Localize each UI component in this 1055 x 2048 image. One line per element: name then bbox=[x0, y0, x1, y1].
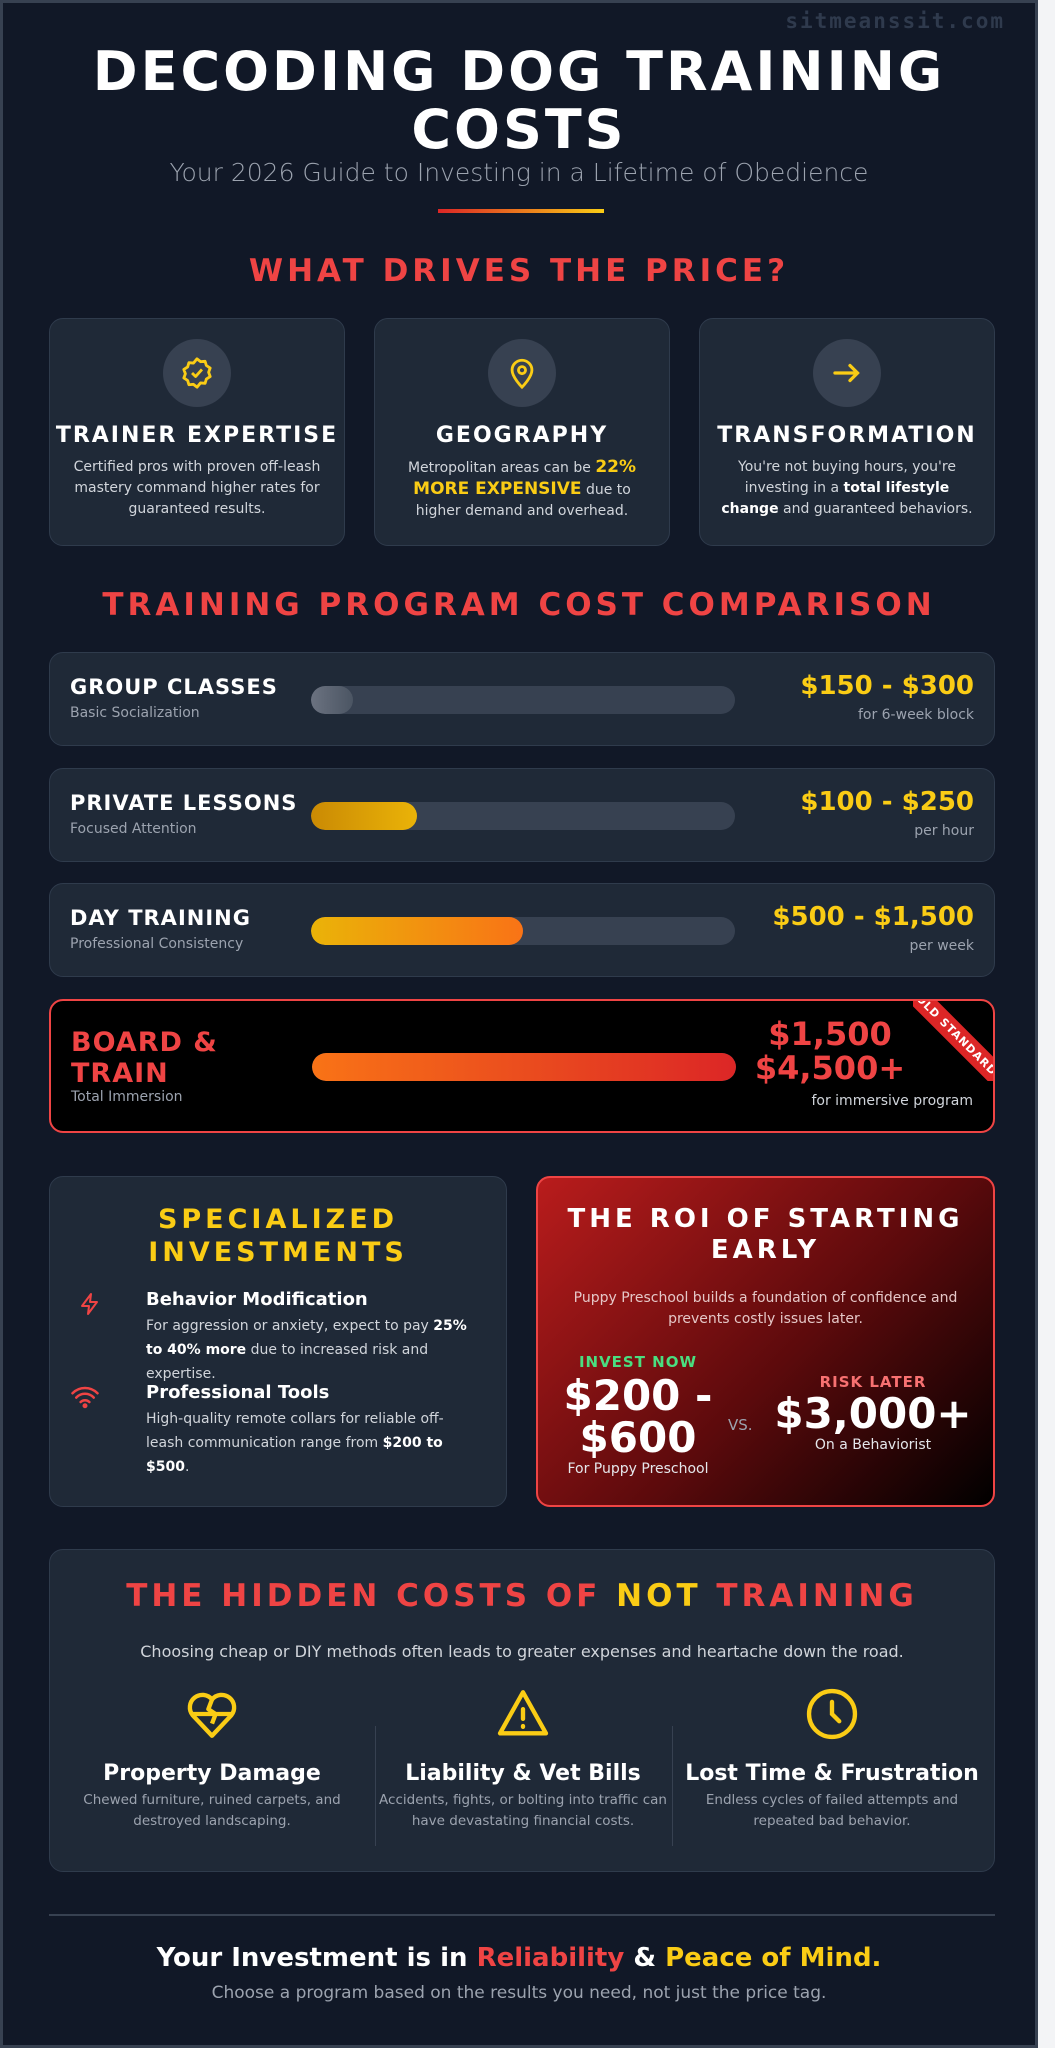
program-row-private: PRIVATE LESSONS Focused Attention $100 -… bbox=[49, 768, 995, 862]
title-divider bbox=[438, 209, 604, 213]
hidden-costs-card: THE HIDDEN COSTS OF NOT TRAINING Choosin… bbox=[49, 1549, 995, 1872]
invest-now-price: $200 - $600 bbox=[563, 1371, 713, 1462]
broken-heart-icon bbox=[183, 1692, 241, 1747]
specialized-item: Professional Tools High-quality remote c… bbox=[71, 1382, 478, 1479]
program-row-day: DAY TRAINING Professional Consistency $5… bbox=[49, 883, 995, 977]
footer-subtext: Choose a program based on the results yo… bbox=[211, 1983, 827, 2003]
risk-later-note: On a Behaviorist bbox=[814, 1437, 932, 1453]
vs-label: VS. bbox=[728, 1416, 753, 1434]
hidden-costs-title: THE HIDDEN COSTS OF NOT TRAINING bbox=[126, 1578, 918, 1614]
hidden-cost-text: Chewed furniture, ruined carpets, and de… bbox=[83, 1792, 341, 1829]
hidden-cost-title: Property Damage bbox=[103, 1761, 321, 1786]
hidden-cost-item: Lost Time & Frustration Endless cycles o… bbox=[682, 1685, 982, 1832]
driver-card-expertise: TRAINER EXPERTISE Certified pros with pr… bbox=[49, 318, 345, 546]
specialized-investments-card: SPECIALIZED INVESTMENTS Behavior Modific… bbox=[49, 1176, 507, 1507]
cost-bar-fill bbox=[311, 686, 354, 714]
page-subtitle: Your 2026 Guide to Investing in a Lifeti… bbox=[169, 158, 869, 187]
ribbon: GOLD STANDARD bbox=[913, 1001, 993, 1081]
section-title-comparison: TRAINING PROGRAM COST COMPARISON bbox=[102, 587, 936, 623]
program-unit: for immersive program bbox=[811, 1093, 973, 1109]
program-subtitle: Focused Attention bbox=[70, 821, 197, 837]
cost-bar-fill bbox=[311, 802, 417, 830]
cost-bar-fill bbox=[312, 1053, 736, 1081]
cost-bar-fill bbox=[311, 917, 523, 945]
invest-now: INVEST NOW $200 - $600 For Puppy Prescho… bbox=[558, 1353, 718, 1477]
cost-bar bbox=[311, 686, 735, 714]
specialized-item-title: Professional Tools bbox=[146, 1382, 330, 1403]
program-price: $150 - $300 bbox=[800, 671, 974, 701]
card-text: Certified pros with proven off-leash mas… bbox=[73, 459, 321, 517]
arrow-right-icon bbox=[813, 339, 881, 407]
program-unit: per week bbox=[909, 938, 975, 954]
card-title: GEOGRAPHY bbox=[435, 423, 609, 448]
invest-now-label: INVEST NOW bbox=[578, 1353, 698, 1371]
roi-title: THE ROI OF STARTING EARLY bbox=[567, 1204, 964, 1265]
hidden-cost-text: Endless cycles of failed attempts and re… bbox=[705, 1792, 959, 1829]
card-text: Metropolitan areas can be 22% MORE EXPEN… bbox=[407, 457, 637, 519]
program-name: BOARD & TRAIN bbox=[71, 1027, 218, 1089]
roi-card: THE ROI OF STARTING EARLY Puppy Preschoo… bbox=[536, 1176, 995, 1507]
program-row-group: GROUP CLASSES Basic Socialization $150 -… bbox=[49, 652, 995, 746]
hidden-cost-text: Accidents, fights, or bolting into traff… bbox=[379, 1792, 667, 1829]
page-title: DECODING DOG TRAINING COSTS bbox=[92, 40, 946, 161]
hidden-cost-title: Lost Time & Frustration bbox=[685, 1761, 979, 1786]
clock-icon bbox=[803, 1688, 861, 1747]
lightning-icon bbox=[78, 1291, 102, 1321]
program-subtitle: Basic Socialization bbox=[70, 705, 200, 721]
hidden-costs-text: Choosing cheap or DIY methods often lead… bbox=[140, 1642, 904, 1661]
program-name: GROUP CLASSES bbox=[70, 675, 278, 699]
program-price: $100 - $250 bbox=[800, 787, 974, 817]
driver-card-transformation: TRANSFORMATION You're not buying hours, … bbox=[699, 318, 995, 546]
program-price: $1,500 $4,500+ bbox=[754, 1015, 906, 1087]
cost-bar bbox=[311, 802, 735, 830]
card-title: TRANSFORMATION bbox=[717, 423, 977, 448]
section-title-drivers: WHAT DRIVES THE PRICE? bbox=[248, 253, 790, 289]
specialized-item-text: For aggression or anxiety, expect to pay… bbox=[146, 1318, 467, 1382]
specialized-item-title: Behavior Modification bbox=[146, 1289, 368, 1310]
risk-later-label: RISK LATER bbox=[819, 1373, 927, 1391]
program-subtitle: Total Immersion bbox=[71, 1089, 183, 1105]
risk-later-price: $3,000+ bbox=[774, 1389, 972, 1438]
badge-check-icon bbox=[163, 339, 231, 407]
driver-card-geography: GEOGRAPHY Metropolitan areas can be 22% … bbox=[374, 318, 670, 546]
cost-bar bbox=[311, 917, 735, 945]
wifi-icon bbox=[70, 1384, 100, 1414]
specialized-title: SPECIALIZED INVESTMENTS bbox=[148, 1204, 408, 1268]
program-name: PRIVATE LESSONS bbox=[70, 791, 298, 815]
program-row-board: BOARD & TRAIN Total Immersion $1,500 $4,… bbox=[49, 999, 995, 1133]
hidden-cost-item: Property Damage Chewed furniture, ruined… bbox=[62, 1685, 362, 1832]
hidden-cost-title: Liability & Vet Bills bbox=[405, 1761, 641, 1786]
card-text: You're not buying hours, you're investin… bbox=[721, 459, 973, 517]
watermark: sitmeanssit.com bbox=[785, 9, 1005, 33]
specialized-item: Behavior Modification For aggression or … bbox=[78, 1289, 478, 1386]
program-subtitle: Professional Consistency bbox=[70, 936, 244, 952]
roi-text: Puppy Preschool builds a foundation of c… bbox=[573, 1290, 958, 1327]
divider bbox=[375, 1726, 376, 1846]
ribbon-label: GOLD STANDARD bbox=[913, 1001, 993, 1081]
warning-icon bbox=[494, 1690, 552, 1747]
card-title: TRAINER EXPERTISE bbox=[55, 423, 339, 448]
hidden-cost-item: Liability & Vet Bills Accidents, fights,… bbox=[373, 1685, 673, 1832]
map-pin-icon bbox=[488, 339, 556, 407]
footer-headline: Your Investment is in Reliability & Peac… bbox=[156, 1943, 882, 1973]
program-unit: for 6-week block bbox=[857, 707, 974, 723]
program-price: $500 - $1,500 bbox=[772, 902, 974, 932]
risk-later: RISK LATER $3,000+ On a Behaviorist bbox=[763, 1373, 983, 1453]
cost-bar bbox=[312, 1053, 736, 1081]
program-name: DAY TRAINING bbox=[70, 906, 251, 930]
program-unit: per hour bbox=[914, 823, 974, 839]
footer-divider bbox=[49, 1914, 995, 1916]
divider bbox=[672, 1726, 673, 1846]
specialized-item-text: High-quality remote collars for reliable… bbox=[146, 1411, 444, 1475]
invest-now-note: For Puppy Preschool bbox=[567, 1461, 709, 1477]
